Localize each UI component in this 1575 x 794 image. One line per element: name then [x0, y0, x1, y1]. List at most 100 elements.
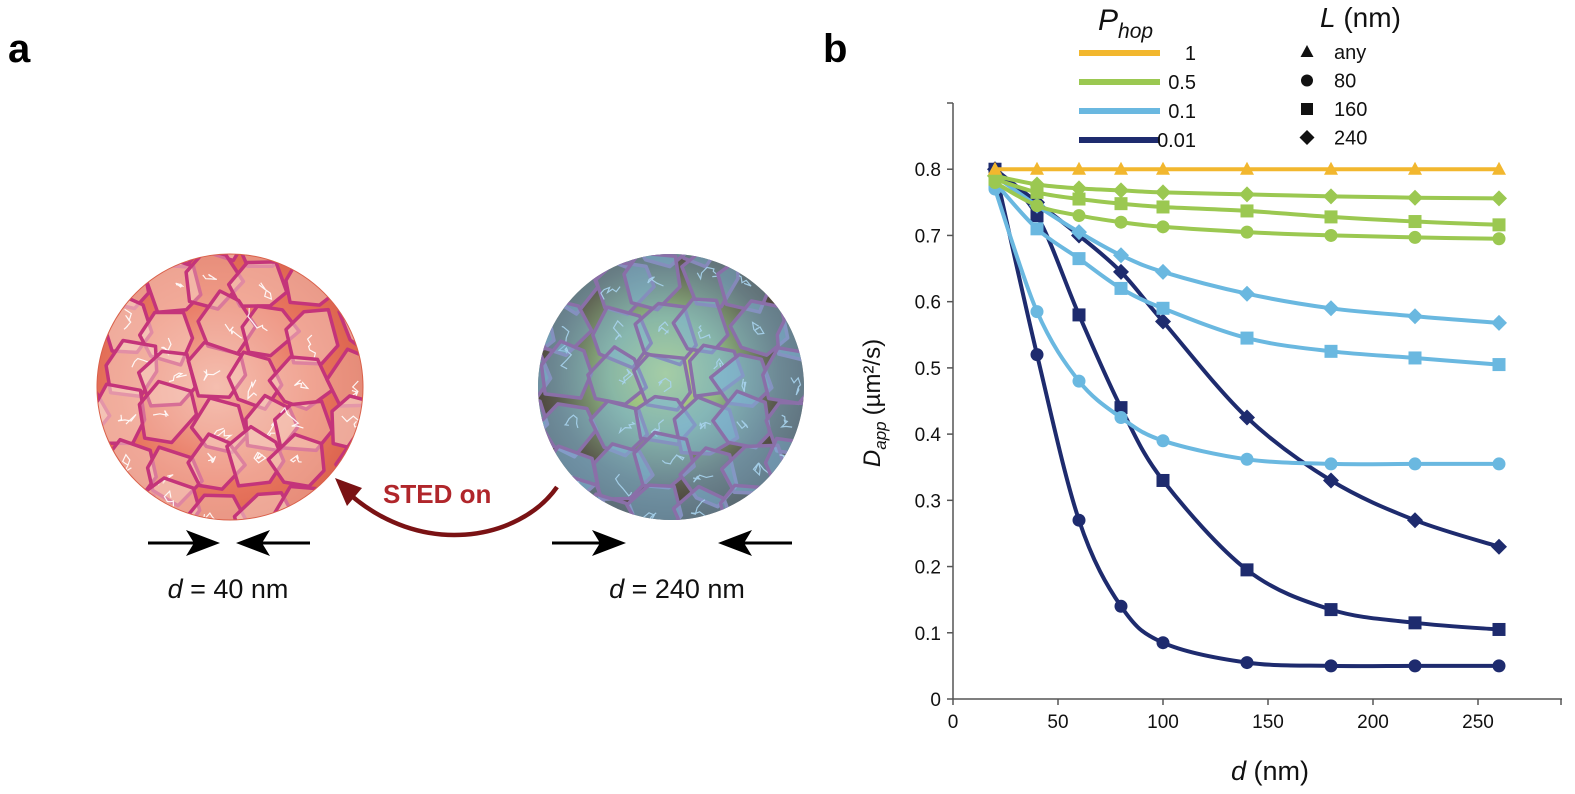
panel-label-b: b — [823, 27, 847, 71]
diffusion-trace — [67, 513, 78, 525]
diffusion-trace — [75, 472, 91, 481]
data-point-circle — [1072, 209, 1086, 223]
data-point-triangle — [1030, 161, 1044, 175]
data-point-diamond — [1155, 263, 1171, 280]
panel-label-a: a — [8, 27, 31, 71]
diffusion-trace — [212, 224, 228, 237]
legend-phop-label: 1 — [1185, 43, 1196, 65]
diffusion-trace — [751, 321, 765, 335]
data-point-square — [1072, 252, 1086, 266]
x-axis-label: d (nm) — [1231, 756, 1309, 786]
y-tick-label: 0.5 — [915, 359, 941, 380]
mesh-cell — [330, 394, 363, 454]
series-phop-0.5-L-80 — [988, 175, 1506, 246]
data-point-triangle — [1492, 161, 1506, 175]
data-point-diamond — [1113, 263, 1129, 280]
data-point-triangle — [1240, 161, 1254, 175]
data-point-diamond — [1113, 247, 1129, 264]
diffusion-trace — [348, 274, 362, 285]
diffusion-trace — [614, 473, 633, 497]
legend-L-label: 240 — [1334, 128, 1367, 150]
mesh-cell — [538, 391, 550, 450]
data-point-circle — [1492, 659, 1506, 673]
data-point-circle — [1324, 228, 1338, 242]
legend-L: L (nm) any 80 160 240 — [1299, 2, 1401, 150]
data-point-square — [1114, 401, 1128, 415]
x-tick-label: 50 — [1047, 712, 1068, 733]
diffusion-trace — [116, 232, 128, 246]
diffusion-trace — [258, 282, 273, 300]
data-point-circle — [1030, 348, 1044, 362]
data-point-circle — [1072, 513, 1086, 527]
diffusion-trace — [538, 279, 549, 293]
data-point-diamond — [1491, 190, 1507, 207]
mesh-cell — [97, 254, 108, 268]
data-point-square — [1324, 344, 1338, 358]
data-point-diamond — [1071, 224, 1087, 241]
data-point-diamond — [1029, 176, 1045, 193]
legend-phop: Phop 1 0.5 0.1 0.01 — [1079, 4, 1196, 152]
mesh-cell — [587, 254, 653, 269]
data-point-diamond — [1239, 409, 1255, 426]
diffusion-trace — [519, 456, 530, 464]
diffusion-trace — [661, 454, 685, 465]
diffusion-trace — [647, 276, 664, 287]
data-point-circle — [1114, 411, 1128, 425]
diffusion-trace — [563, 263, 583, 286]
data-point-square — [1156, 200, 1170, 214]
diffusion-trace — [650, 419, 665, 438]
x-axis-label-unit: (nm) — [1246, 756, 1309, 786]
data-point-diamond — [1071, 180, 1087, 197]
diffusion-trace — [359, 241, 368, 250]
diffusion-trace — [736, 420, 749, 430]
diffusion-trace — [600, 286, 621, 300]
data-point-diamond — [1491, 314, 1507, 331]
x-tick-label: 200 — [1357, 712, 1389, 733]
series-line — [993, 181, 1500, 367]
diffusion-trace — [790, 376, 802, 396]
left-width-arrows — [148, 530, 310, 556]
caption-left: d = 40 nm — [168, 574, 289, 604]
diffusion-trace — [247, 379, 258, 400]
mesh-cell — [622, 254, 682, 312]
legend-phop-label: 0.01 — [1157, 130, 1196, 152]
series-line — [994, 177, 1500, 227]
data-point-square — [1324, 210, 1338, 224]
y-tick-label: 0 — [930, 690, 941, 711]
mesh-cell — [538, 262, 557, 323]
data-point-square — [1492, 622, 1506, 636]
data-point-square — [1408, 215, 1422, 229]
mesh-cell — [539, 339, 594, 400]
mesh-cell — [267, 355, 334, 411]
data-point-diamond — [1239, 186, 1255, 203]
data-point-square — [1492, 358, 1506, 372]
y-axis-label-var: D — [859, 450, 886, 467]
data-point-diamond — [1155, 184, 1171, 201]
data-point-circle — [1240, 225, 1254, 239]
diffusion-trace — [693, 474, 714, 483]
legend-L-label: 160 — [1334, 99, 1367, 121]
mesh-cell — [97, 445, 105, 500]
data-point-circle — [1156, 220, 1170, 234]
mesh-cell — [97, 297, 99, 356]
diffusion-trace — [618, 368, 634, 385]
x-tick-label: 150 — [1252, 712, 1284, 733]
confined-diffusion-circle-left — [67, 224, 368, 525]
mesh-cell — [764, 400, 804, 458]
legend-L-title: L (nm) — [1320, 2, 1401, 33]
mesh-cell — [544, 254, 603, 275]
diffusion-trace — [305, 254, 320, 282]
data-point-square — [1324, 603, 1338, 617]
diffusion-trace — [690, 499, 707, 518]
mesh-cell — [721, 254, 781, 262]
sted-on-label: STED on — [383, 479, 491, 509]
diffusion-trace — [516, 374, 527, 388]
data-point-circle — [1492, 457, 1506, 471]
mesh-cell — [235, 254, 291, 268]
diffusion-trace — [658, 321, 669, 335]
data-point-square — [1156, 473, 1170, 487]
data-point-circle — [1156, 434, 1170, 448]
mesh-cell — [186, 432, 247, 491]
diffusion-trace — [308, 232, 321, 248]
data-point-square — [1156, 301, 1170, 315]
